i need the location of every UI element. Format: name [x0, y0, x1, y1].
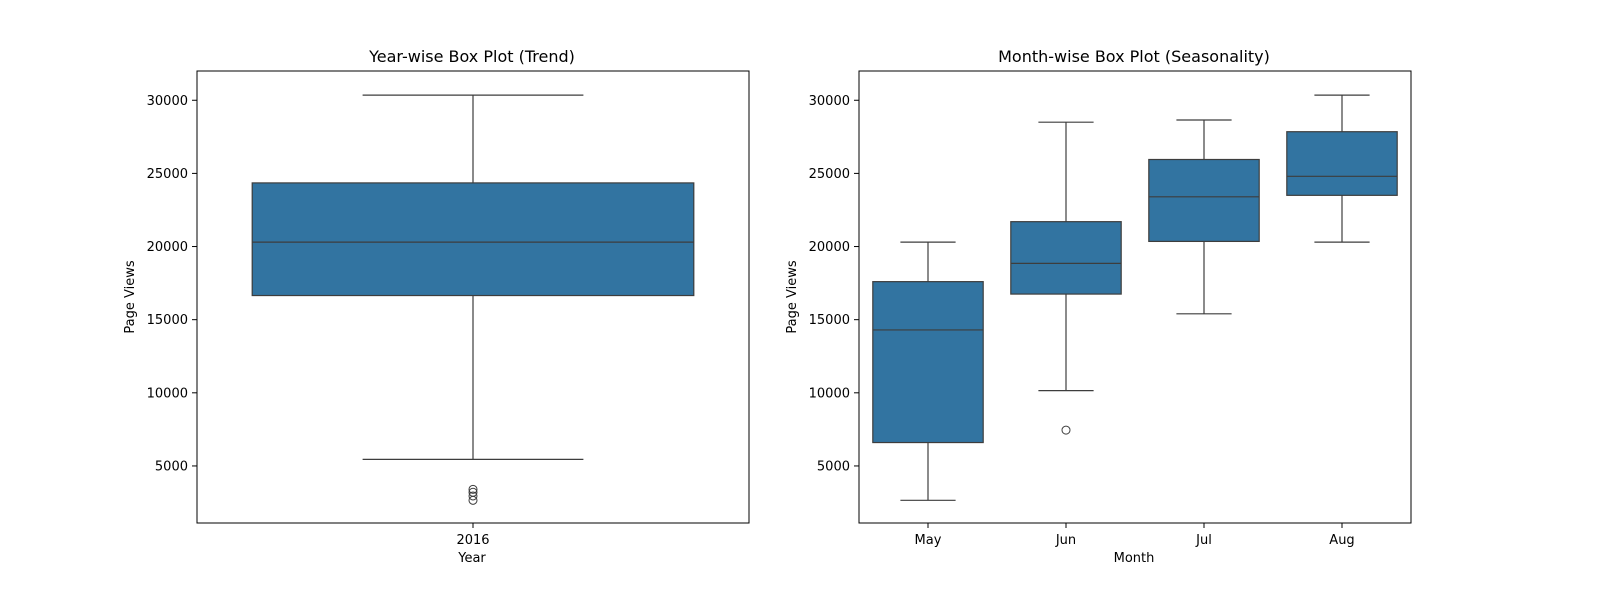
y-axis-label: Page Views — [785, 260, 800, 333]
x-tick-label: May — [915, 533, 942, 548]
box-may — [872, 241, 984, 501]
y-tick-label: 30000 — [809, 94, 850, 109]
y-tick-label: 25000 — [147, 167, 188, 182]
y-tick-label: 15000 — [147, 313, 188, 328]
x-axis-label: Year — [457, 551, 486, 566]
iqr-box — [1286, 131, 1398, 196]
x-tick-label: Jun — [1055, 533, 1076, 548]
iqr-box — [1148, 158, 1260, 243]
y-tick-label: 10000 — [147, 386, 188, 401]
y-tick-label: 10000 — [809, 386, 850, 401]
chart-title: Year-wise Box Plot (Trend) — [368, 47, 575, 66]
y-axis-ticks: 5000 10000 15000 20000 25000 30000 — [147, 94, 197, 474]
y-tick-label: 15000 — [809, 313, 850, 328]
chart-title: Month-wise Box Plot (Seasonality) — [998, 47, 1270, 66]
outlier-point — [1061, 425, 1071, 435]
outlier-point — [468, 491, 478, 501]
month-box-plot-panel: Month-wise Box Plot (Seasonality) Month … — [785, 47, 1412, 566]
plot-area — [251, 94, 695, 505]
year-box-plot-panel: Year-wise Box Plot (Trend) Year Page Vie… — [123, 47, 750, 566]
iqr-box — [872, 281, 984, 444]
x-tick-label: Aug — [1329, 533, 1354, 548]
x-tick-label: 2016 — [456, 533, 489, 548]
iqr-box — [1010, 221, 1122, 295]
box-jul — [1148, 119, 1260, 315]
y-tick-label: 20000 — [147, 240, 188, 255]
iqr-box — [251, 182, 695, 297]
y-tick-label: 5000 — [817, 459, 850, 474]
box-2016 — [251, 94, 695, 505]
y-tick-label: 30000 — [147, 94, 188, 109]
y-tick-label: 25000 — [809, 167, 850, 182]
x-axis-ticks: May Jun Jul Aug — [915, 523, 1355, 548]
y-axis-ticks: 5000 10000 15000 20000 25000 30000 — [809, 94, 859, 474]
x-axis-label: Month — [1114, 551, 1155, 566]
y-tick-label: 20000 — [809, 240, 850, 255]
x-tick-label: Jul — [1195, 533, 1212, 548]
outlier-point — [468, 484, 478, 494]
plot-frame — [858, 70, 1412, 524]
x-axis-ticks: 2016 — [456, 523, 490, 548]
outlier-point — [468, 495, 478, 505]
box-aug — [1286, 94, 1398, 243]
box-jun — [1010, 121, 1122, 435]
y-axis-label: Page Views — [123, 260, 138, 333]
y-tick-label: 5000 — [155, 459, 188, 474]
plot-area — [872, 94, 1398, 501]
